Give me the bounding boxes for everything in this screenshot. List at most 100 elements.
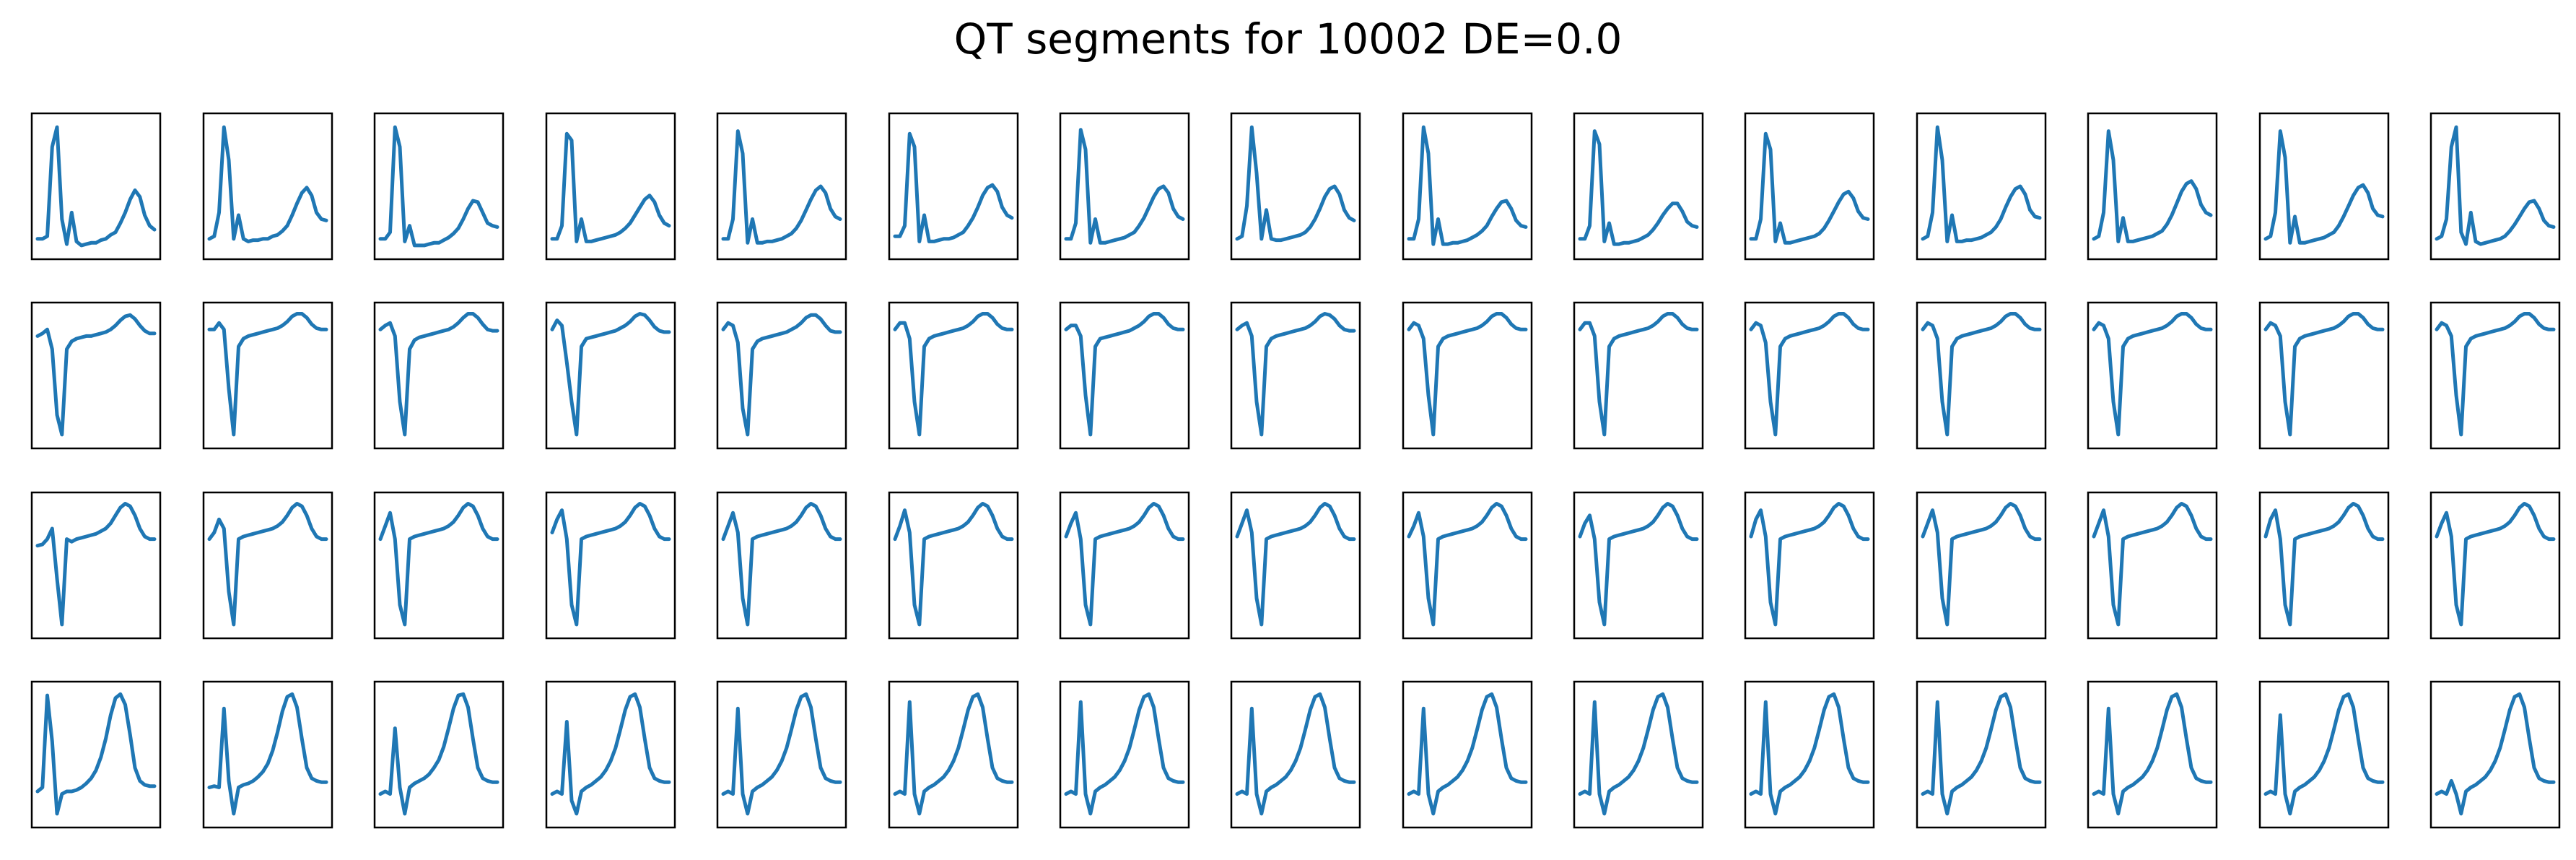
subplot-frame bbox=[1916, 491, 2047, 640]
qt-segment-line bbox=[1921, 312, 2042, 437]
subplot-r3-c2 bbox=[202, 491, 333, 640]
qt-segment-line bbox=[893, 312, 1014, 437]
qt-segment-line bbox=[378, 125, 499, 248]
subplot-frame bbox=[1573, 491, 1704, 640]
subplot-r2-c7 bbox=[1059, 301, 1190, 450]
subplot-frame bbox=[716, 491, 847, 640]
subplot-r1-c15 bbox=[2429, 112, 2561, 261]
qt-segment-line bbox=[1235, 692, 1356, 816]
subplot-frame bbox=[202, 680, 333, 829]
subplot-frame bbox=[1916, 301, 2047, 450]
subplot-r3-c12 bbox=[1916, 491, 2047, 640]
subplot-r2-c9 bbox=[1402, 301, 1533, 450]
subplot-r1-c11 bbox=[1744, 112, 1875, 261]
subplot-frame bbox=[1402, 491, 1533, 640]
subplot-frame bbox=[373, 301, 505, 450]
qt-segment-line bbox=[2263, 502, 2385, 627]
subplot-r4-c3 bbox=[373, 680, 505, 829]
subplot-frame bbox=[2258, 301, 2390, 450]
subplot-r3-c15 bbox=[2429, 491, 2561, 640]
subplot-frame bbox=[2258, 491, 2390, 640]
qt-segment-line bbox=[1064, 502, 1185, 627]
subplot-r4-c11 bbox=[1744, 680, 1875, 829]
subplot-r3-c14 bbox=[2258, 491, 2390, 640]
subplot-r2-c12 bbox=[1916, 301, 2047, 450]
subplot-r1-c8 bbox=[1230, 112, 1361, 261]
qt-segment-line bbox=[35, 502, 157, 627]
qt-segment-line bbox=[2092, 692, 2213, 816]
subplot-frame bbox=[2087, 301, 2218, 450]
qt-segment-line bbox=[1749, 502, 1870, 627]
qt-segment-line bbox=[207, 692, 328, 816]
qt-segment-line bbox=[207, 312, 328, 437]
subplot-r3-c6 bbox=[888, 491, 1019, 640]
qt-segment-line bbox=[1578, 692, 1699, 816]
qt-segment-line bbox=[550, 502, 671, 627]
qt-segment-line bbox=[35, 692, 157, 816]
subplot-r1-c5 bbox=[716, 112, 847, 261]
subplot-r4-c2 bbox=[202, 680, 333, 829]
subplot-r1-c2 bbox=[202, 112, 333, 261]
subplot-r1-c6 bbox=[888, 112, 1019, 261]
qt-segment-line bbox=[378, 692, 499, 816]
subplot-r4-c13 bbox=[2087, 680, 2218, 829]
qt-segment-line bbox=[2092, 129, 2213, 243]
subplot-r2-c3 bbox=[373, 301, 505, 450]
qt-segment-line bbox=[1407, 312, 1528, 437]
subplot-r2-c5 bbox=[716, 301, 847, 450]
subplot-frame bbox=[1402, 301, 1533, 450]
subplot-frame bbox=[202, 491, 333, 640]
subplot-frame bbox=[1059, 491, 1190, 640]
subplot-frame bbox=[30, 680, 162, 829]
subplot-frame bbox=[1059, 112, 1190, 261]
subplot-r4-c6 bbox=[888, 680, 1019, 829]
subplot-frame bbox=[30, 491, 162, 640]
qt-segment-line bbox=[207, 502, 328, 627]
subplot-r1-c14 bbox=[2258, 112, 2390, 261]
subplot-r2-c15 bbox=[2429, 301, 2561, 450]
qt-segment-line bbox=[2435, 312, 2556, 437]
subplot-r2-c11 bbox=[1744, 301, 1875, 450]
qt-segment-line bbox=[2435, 502, 2556, 627]
chart-title: QT segments for 10002 DE=0.0 bbox=[953, 14, 1623, 64]
subplot-r2-c8 bbox=[1230, 301, 1361, 450]
qt-segment-line bbox=[550, 692, 671, 816]
qt-segment-line bbox=[893, 502, 1014, 627]
qt-segment-line bbox=[1921, 502, 2042, 627]
subplot-frame bbox=[373, 491, 505, 640]
subplot-frame bbox=[1744, 491, 1875, 640]
subplot-r3-c9 bbox=[1402, 491, 1533, 640]
subplot-r1-c3 bbox=[373, 112, 505, 261]
subplot-r1-c13 bbox=[2087, 112, 2218, 261]
qt-segment-line bbox=[1749, 131, 1870, 245]
qt-segment-line bbox=[1407, 692, 1528, 816]
qt-segment-line bbox=[2263, 692, 2385, 816]
qt-segment-line bbox=[1064, 128, 1185, 245]
subplot-r2-c10 bbox=[1573, 301, 1704, 450]
subplot-frame bbox=[1059, 301, 1190, 450]
subplot-r3-c4 bbox=[545, 491, 676, 640]
subplot-frame bbox=[202, 301, 333, 450]
qt-segment-line bbox=[893, 131, 1014, 243]
subplot-r2-c14 bbox=[2258, 301, 2390, 450]
subplot-r2-c1 bbox=[30, 301, 162, 450]
qt-segment-line bbox=[1235, 125, 1356, 243]
qt-segment-line bbox=[721, 313, 842, 437]
subplot-r4-c1 bbox=[30, 680, 162, 829]
subplot-r3-c13 bbox=[2087, 491, 2218, 640]
qt-segment-line bbox=[378, 312, 499, 437]
subplot-frame bbox=[1573, 301, 1704, 450]
qt-segment-line bbox=[893, 692, 1014, 816]
qt-segment-line bbox=[1235, 502, 1356, 627]
subplot-frame bbox=[2087, 491, 2218, 640]
subplot-r4-c8 bbox=[1230, 680, 1361, 829]
subplot-r3-c10 bbox=[1573, 491, 1704, 640]
qt-segment-line bbox=[2435, 692, 2556, 816]
qt-segment-line bbox=[2263, 312, 2385, 437]
subplot-r4-c14 bbox=[2258, 680, 2390, 829]
qt-segment-line bbox=[378, 502, 499, 627]
subplot-r2-c6 bbox=[888, 301, 1019, 450]
subplot-r4-c15 bbox=[2429, 680, 2561, 829]
qt-segment-line bbox=[721, 502, 842, 627]
